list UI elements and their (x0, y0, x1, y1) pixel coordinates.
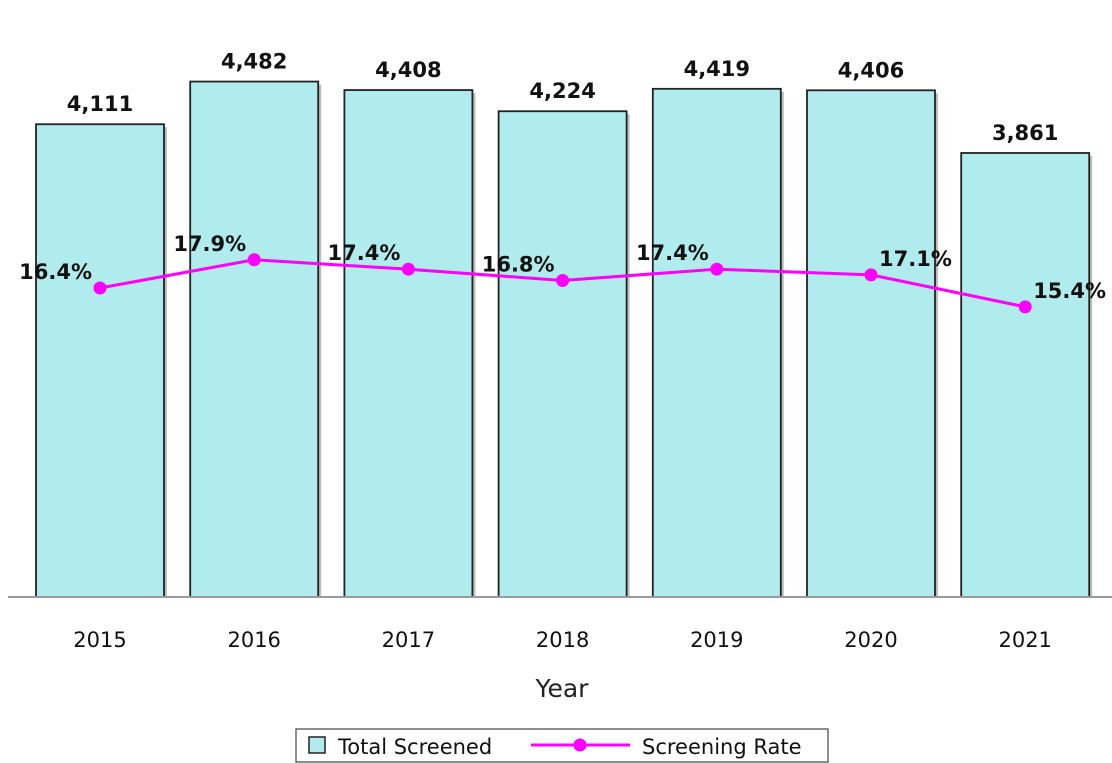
rate-marker-2017 (401, 262, 415, 276)
bar-2016 (189, 80, 320, 598)
rate-marker-2020 (864, 268, 878, 282)
legend-label-screening-rate: Screening Rate (642, 735, 802, 759)
bar-2019 (651, 87, 782, 598)
bar-value-label-2016: 4,482 (221, 50, 287, 74)
bar-value-label-2017: 4,408 (375, 58, 441, 82)
bar-2020 (806, 89, 936, 598)
legend: Total Screened Screening Rate (295, 728, 829, 763)
rate-marker-2016 (247, 253, 261, 267)
rate-value-label-2015: 16.4% (19, 260, 92, 284)
rate-marker-2019 (710, 262, 724, 276)
x-tick-labels: 2015 2016 2017 2018 2019 2020 2021 (73, 628, 1052, 652)
legend-line-marker (573, 738, 587, 752)
rate-value-label-2018: 16.8% (482, 252, 555, 276)
bar-2017 (343, 89, 474, 598)
bar-2021 (960, 152, 1091, 598)
rate-value-label-2020: 17.1% (879, 247, 952, 271)
x-tick-label-2018: 2018 (536, 628, 589, 652)
bar-2015 (35, 123, 165, 598)
x-tick-label-2020: 2020 (844, 628, 897, 652)
bar-2018 (497, 110, 628, 598)
x-tick-label-2016: 2016 (227, 628, 280, 652)
bar-value-label-2018: 4,224 (529, 79, 595, 103)
bars-layer: 4,111 4,482 4,408 4,224 4,419 4,406 3,861 (35, 50, 1093, 598)
bar-value-label-2019: 4,419 (684, 57, 750, 81)
rate-line-layer: 16.4% 17.9% 17.4% 16.8% 17.4% 17.1% 15.4% (19, 232, 1106, 314)
legend-label-total-screened: Total Screened (337, 735, 492, 759)
x-tick-label-2019: 2019 (690, 628, 743, 652)
bar-value-label-2021: 3,861 (992, 121, 1058, 145)
rate-value-label-2021: 15.4% (1033, 279, 1106, 303)
rate-marker-2021 (1018, 300, 1032, 314)
rate-marker-2015 (93, 281, 107, 295)
x-tick-label-2021: 2021 (998, 628, 1051, 652)
legend-bar-swatch (308, 736, 326, 754)
rate-value-label-2016: 17.9% (173, 232, 246, 256)
x-axis-title: Year (535, 674, 590, 703)
bar-value-label-2020: 4,406 (838, 58, 904, 82)
rate-value-label-2019: 17.4% (636, 241, 709, 265)
x-tick-label-2015: 2015 (73, 628, 126, 652)
rate-marker-2018 (556, 273, 570, 287)
bar-value-label-2015: 4,111 (67, 92, 133, 116)
rate-value-label-2017: 17.4% (328, 241, 401, 265)
x-tick-label-2017: 2017 (382, 628, 435, 652)
